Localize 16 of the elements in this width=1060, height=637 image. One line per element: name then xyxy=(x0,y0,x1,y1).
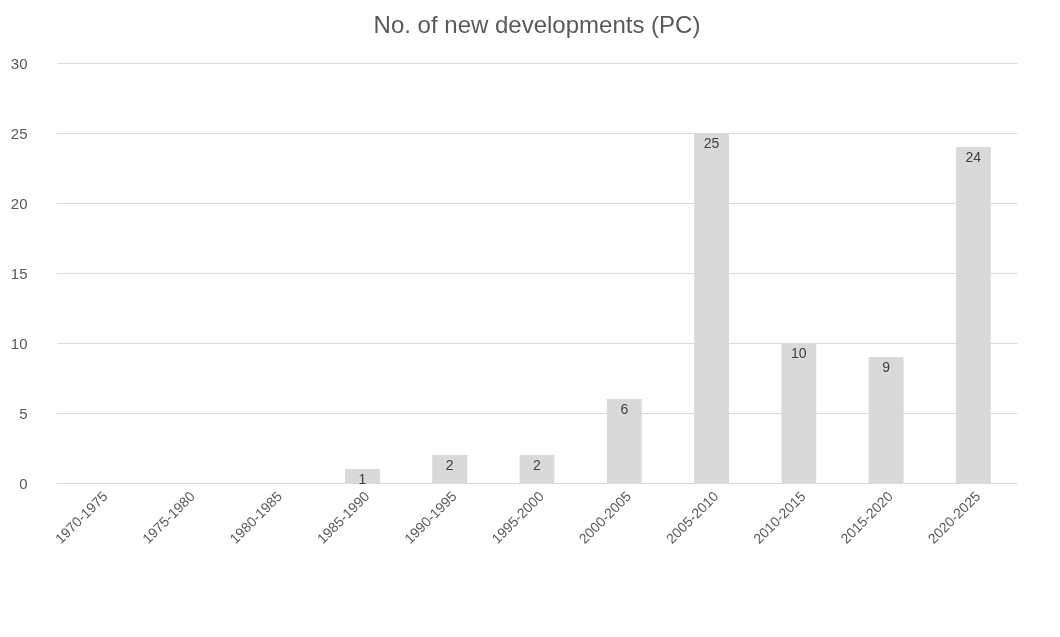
data-label: 10 xyxy=(791,345,807,361)
data-label: 2 xyxy=(445,457,454,473)
data-label: 2 xyxy=(533,457,542,473)
y-tick-label: 0 xyxy=(19,474,28,492)
data-label: 6 xyxy=(620,401,629,417)
data-label: 24 xyxy=(965,149,982,165)
data-label: 1 xyxy=(358,471,367,487)
data-label: 25 xyxy=(703,135,720,151)
y-tick-label: 15 xyxy=(10,264,28,282)
data-label: 9 xyxy=(882,359,891,375)
y-tick-label: 30 xyxy=(10,54,28,72)
y-tick-label: 20 xyxy=(10,194,28,212)
y-tick-label: 10 xyxy=(10,334,28,352)
chart-title: No. of new developments (PC) xyxy=(373,11,701,38)
y-tick-label: 25 xyxy=(10,124,28,142)
y-tick-label: 5 xyxy=(19,404,28,422)
